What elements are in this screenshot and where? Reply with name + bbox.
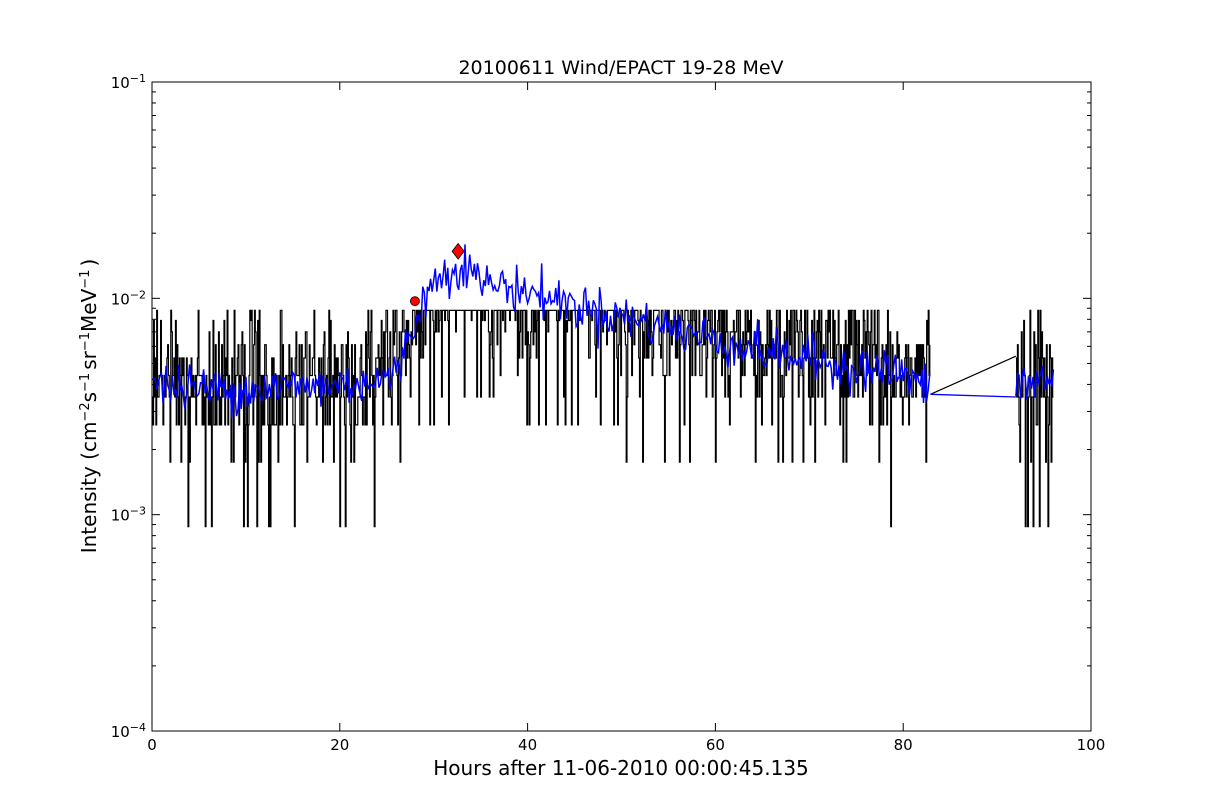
y-axis-label-sup4: −1: [78, 270, 93, 289]
y-axis-label-mid3: MeV: [77, 288, 101, 332]
y-axis-label-prefix: Intensity (cm: [77, 422, 101, 554]
y-axis-label-sup3: −1: [78, 332, 93, 351]
x-tick-label: 80: [894, 736, 913, 754]
y-tick-label: 10−4: [111, 721, 146, 742]
smoothed-intensity-line-segment-1: [152, 244, 931, 419]
y-axis-label-mid1: s: [77, 392, 101, 402]
y-axis-label-sup1: −2: [78, 402, 93, 421]
y-tick-label: 10−1: [111, 72, 146, 93]
smoothed-intensity-gap-line: [930, 393, 1016, 398]
y-tick-label: 10−3: [111, 504, 146, 525]
y-axis-label-mid2: sr: [77, 350, 101, 369]
x-tick-label: 60: [706, 736, 725, 754]
chart-title: 20100611 Wind/EPACT 19-28 MeV: [458, 57, 783, 79]
y-axis-label-suffix: ): [77, 259, 101, 267]
y-axis-label-sup2: −1: [78, 373, 93, 392]
x-tick-label: 40: [518, 736, 537, 754]
onset-marker-circle: [410, 296, 420, 307]
x-tick-label: 100: [1077, 736, 1106, 754]
x-axis-label: Hours after 11-06-2010 00:00:45.135: [433, 756, 809, 780]
x-tick-label: 20: [330, 736, 349, 754]
y-tick-label: 10−2: [111, 288, 146, 309]
peak-marker-diamond: [451, 242, 465, 260]
y-axis-label: Intensity (cm−2s−1sr−1MeV−1): [77, 259, 101, 554]
smoothed-intensity-line-segment-2: [1015, 365, 1055, 400]
plot-frame: [151, 81, 1092, 732]
x-tick-label: 0: [147, 736, 157, 754]
raw-intensity-gap-line: [930, 355, 1017, 395]
